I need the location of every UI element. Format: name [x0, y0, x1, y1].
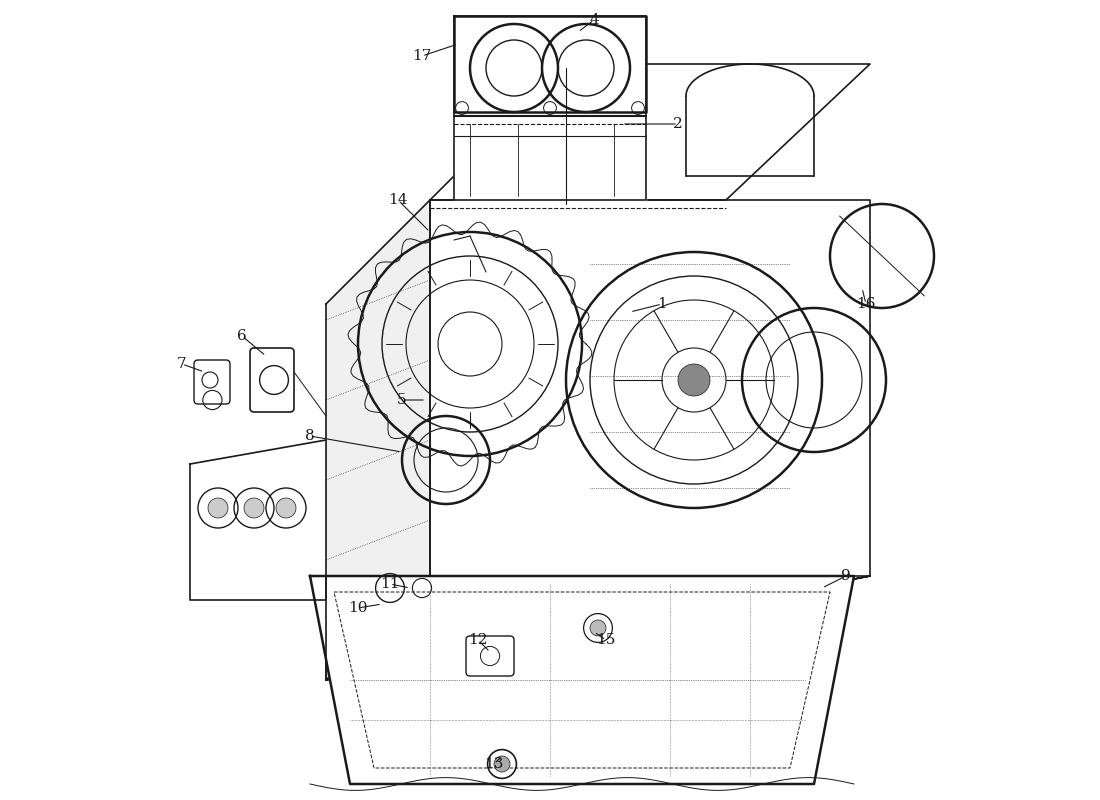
Polygon shape: [190, 440, 326, 600]
Polygon shape: [326, 200, 430, 680]
Text: 15: 15: [596, 633, 616, 647]
Polygon shape: [310, 576, 854, 784]
FancyBboxPatch shape: [194, 360, 230, 404]
FancyBboxPatch shape: [466, 636, 514, 676]
Text: 16: 16: [856, 297, 876, 311]
Text: 11: 11: [381, 577, 399, 591]
Text: eurospares: eurospares: [229, 497, 424, 543]
Text: 2: 2: [673, 117, 683, 131]
Text: 7: 7: [177, 357, 187, 371]
Circle shape: [244, 498, 264, 518]
Circle shape: [494, 756, 510, 772]
Text: 14: 14: [388, 193, 408, 207]
Circle shape: [590, 620, 606, 636]
Text: 13: 13: [484, 757, 504, 771]
Polygon shape: [326, 576, 870, 680]
Text: 12: 12: [469, 633, 487, 647]
Text: eurospares: eurospares: [493, 337, 688, 383]
Circle shape: [208, 498, 228, 518]
Text: 17: 17: [412, 49, 431, 63]
Polygon shape: [430, 200, 870, 576]
Polygon shape: [430, 64, 870, 200]
Text: eurospares: eurospares: [652, 201, 847, 247]
Text: 1: 1: [657, 297, 667, 311]
Circle shape: [678, 364, 710, 396]
Text: 10: 10: [349, 601, 367, 615]
Polygon shape: [454, 16, 646, 200]
Text: 5: 5: [397, 393, 407, 407]
Text: 6: 6: [238, 329, 246, 343]
FancyBboxPatch shape: [250, 348, 294, 412]
Text: 9: 9: [842, 569, 851, 583]
Text: 4: 4: [590, 13, 598, 27]
Text: 8: 8: [305, 429, 315, 443]
Circle shape: [276, 498, 296, 518]
